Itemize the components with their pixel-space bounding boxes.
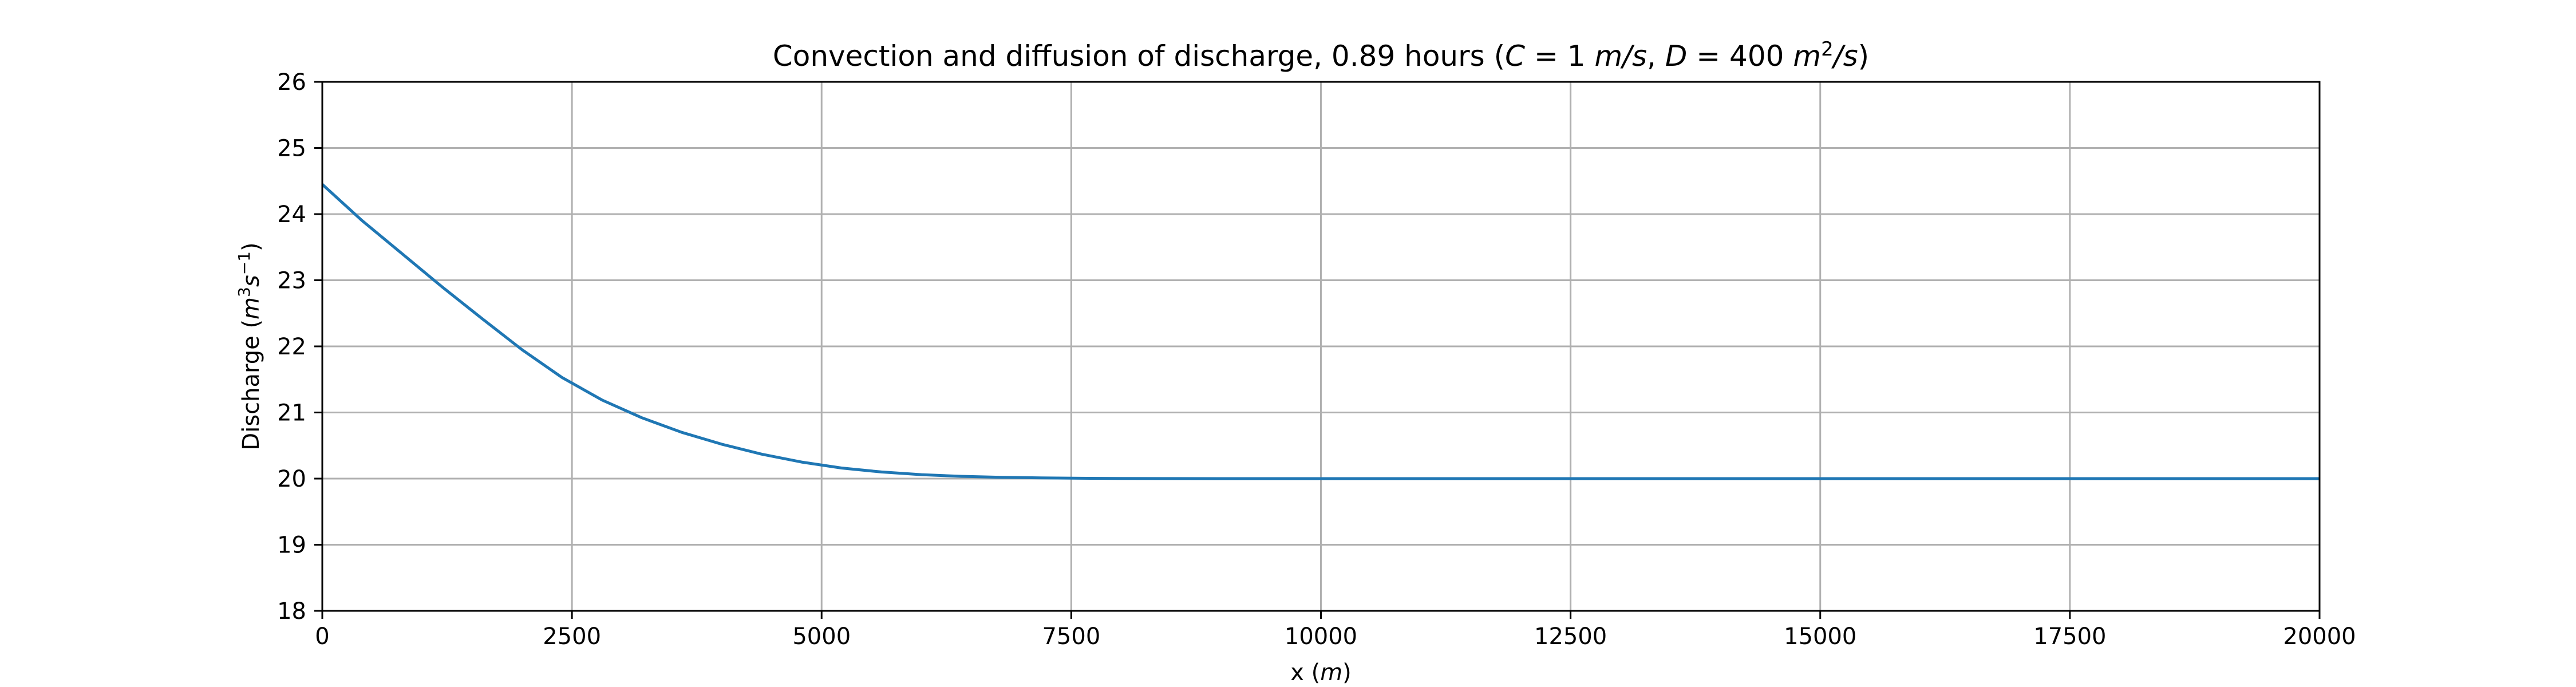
series-line <box>321 183 2320 480</box>
ticks: 0 2500 5000 7500 10000 12500 15000 17500 20000 18… <box>277 69 2356 650</box>
x-axis-label: x (m) <box>1290 660 1352 686</box>
x-tick-label: 12500 <box>1534 623 1607 650</box>
y-tick-label: 18 <box>277 598 306 625</box>
y-tick-label: 23 <box>277 268 306 294</box>
x-tick-label: 2500 <box>543 623 601 650</box>
y-tick-label: 19 <box>277 532 306 559</box>
y-tick-label: 25 <box>277 136 306 162</box>
x-tick-label: 7500 <box>1042 623 1100 650</box>
y-tick-label: 26 <box>277 69 306 96</box>
x-tick-label: 5000 <box>792 623 851 650</box>
y-tick-label: 24 <box>277 202 306 228</box>
series-layer <box>321 183 2320 480</box>
x-tick-label: 17500 <box>2033 623 2106 650</box>
x-tick-label: 20000 <box>2283 623 2356 650</box>
y-tick-label: 20 <box>277 466 306 492</box>
x-tick-label: 0 <box>315 623 329 650</box>
y-axis-label: Discharge (m3s−1) <box>235 242 264 450</box>
y-tick-label: 21 <box>277 400 306 427</box>
x-tick-label: 10000 <box>1285 623 1357 650</box>
x-tick-label: 15000 <box>1784 623 1856 650</box>
y-tick-label: 22 <box>277 334 306 360</box>
chart-title: Convection and diffusion of discharge, 0… <box>773 38 1869 73</box>
